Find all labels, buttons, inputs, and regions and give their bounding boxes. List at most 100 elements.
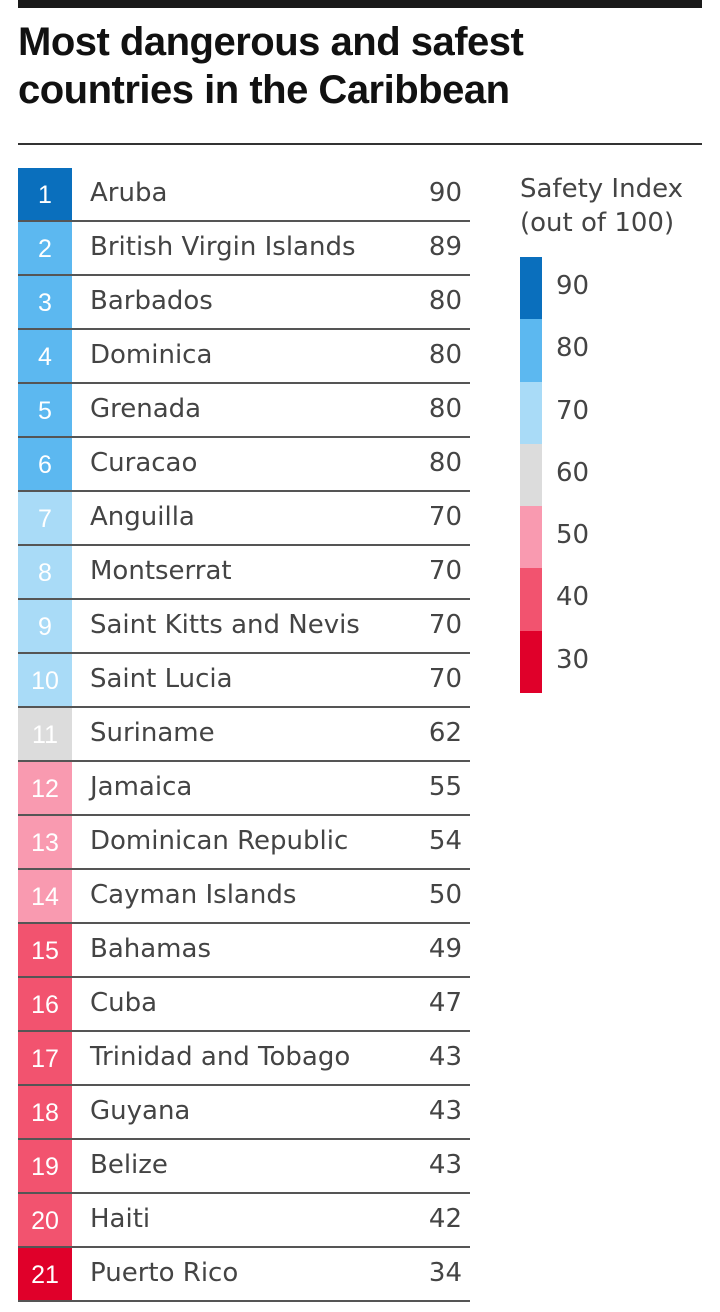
- legend-title: Safety Index (out of 100): [520, 172, 710, 240]
- legend-label-30: 30: [556, 644, 590, 675]
- table-row: 3 Barbados 80: [18, 276, 470, 330]
- rank-cell: 16: [18, 978, 72, 1032]
- table-row: 19 Belize 43: [18, 1140, 470, 1194]
- rank-cell: 10: [18, 654, 72, 708]
- row-divider: [18, 598, 470, 600]
- table-row: 8 Montserrat 70: [18, 546, 470, 600]
- table-row: 5 Grenada 80: [18, 384, 470, 438]
- country-name: Puerto Rico: [90, 1258, 239, 1288]
- table-row: 11 Suriname 62: [18, 708, 470, 762]
- rank-cell: 4: [18, 330, 72, 384]
- safety-value: 70: [428, 610, 462, 640]
- country-name: Jamaica: [90, 772, 193, 802]
- rank-cell: 5: [18, 384, 72, 438]
- row-divider: [18, 652, 470, 654]
- safety-value: 80: [428, 394, 462, 424]
- legend-label-50: 50: [556, 520, 590, 551]
- rank-cell: 9: [18, 600, 72, 654]
- row-divider: [18, 1138, 470, 1140]
- row-divider: [18, 328, 470, 330]
- country-name: Haiti: [90, 1204, 151, 1234]
- safety-value: 62: [428, 718, 462, 748]
- country-name: Suriname: [90, 718, 215, 748]
- country-name: Grenada: [90, 394, 202, 424]
- safety-value: 80: [428, 448, 462, 478]
- top-rule: [18, 0, 702, 8]
- safety-value: 50: [428, 880, 462, 910]
- title-line-2: countries in the Caribbean: [18, 68, 510, 112]
- table-row: 12 Jamaica 55: [18, 762, 470, 816]
- country-name: Cayman Islands: [90, 880, 297, 910]
- safety-value: 70: [428, 502, 462, 532]
- ranking-table: 1 Aruba 90 2 British Virgin Islands 89 3 Barbad…: [18, 168, 470, 1302]
- rank-cell: 11: [18, 708, 72, 762]
- safety-value: 80: [428, 286, 462, 316]
- rank-cell: 7: [18, 492, 72, 546]
- row-divider: [18, 274, 470, 276]
- table-row: 9 Saint Kitts and Nevis 70: [18, 600, 470, 654]
- legend-label-70: 70: [556, 395, 590, 426]
- legend-label-40: 40: [556, 582, 590, 613]
- safety-value: 70: [428, 556, 462, 586]
- rank-cell: 21: [18, 1248, 72, 1302]
- safety-value: 43: [428, 1042, 462, 1072]
- page-title: Most dangerous and safest countries in th…: [18, 18, 698, 114]
- safety-value: 70: [428, 664, 462, 694]
- table-row: 17 Trinidad and Tobago 43: [18, 1032, 470, 1086]
- table-row: 13 Dominican Republic 54: [18, 816, 470, 870]
- rank-cell: 18: [18, 1086, 72, 1140]
- table-row: 1 Aruba 90: [18, 168, 470, 222]
- table-row: 15 Bahamas 49: [18, 924, 470, 978]
- row-divider: [18, 382, 470, 384]
- row-divider: [18, 760, 470, 762]
- row-divider: [18, 868, 470, 870]
- rank-cell: 19: [18, 1140, 72, 1194]
- row-divider: [18, 436, 470, 438]
- country-name: Dominican Republic: [90, 826, 349, 856]
- row-divider: [18, 1030, 470, 1032]
- row-divider: [18, 1192, 470, 1194]
- safety-value: 43: [428, 1150, 462, 1180]
- safety-value: 34: [428, 1258, 462, 1288]
- title-line-1: Most dangerous and safest: [18, 20, 524, 64]
- country-name: Trinidad and Tobago: [90, 1042, 351, 1072]
- rank-cell: 6: [18, 438, 72, 492]
- row-divider: [18, 544, 470, 546]
- country-name: Montserrat: [90, 556, 232, 586]
- row-divider: [18, 814, 470, 816]
- row-divider: [18, 706, 470, 708]
- country-name: Aruba: [90, 178, 168, 208]
- table-row: 6 Curacao 80: [18, 438, 470, 492]
- country-name: Belize: [90, 1150, 168, 1180]
- safety-value: 80: [428, 340, 462, 370]
- rank-cell: 17: [18, 1032, 72, 1086]
- title-rule: [18, 143, 702, 145]
- rank-cell: 2: [18, 222, 72, 276]
- row-divider: [18, 1300, 470, 1302]
- table-row: 7 Anguilla 70: [18, 492, 470, 546]
- rank-cell: 20: [18, 1194, 72, 1248]
- rank-cell: 14: [18, 870, 72, 924]
- rank-cell: 3: [18, 276, 72, 330]
- country-name: Guyana: [90, 1096, 191, 1126]
- safety-value: 47: [428, 988, 462, 1018]
- row-divider: [18, 976, 470, 978]
- table-row: 16 Cuba 47: [18, 978, 470, 1032]
- safety-value: 54: [428, 826, 462, 856]
- country-name: Barbados: [90, 286, 213, 316]
- table-row: 4 Dominica 80: [18, 330, 470, 384]
- legend-label-60: 60: [556, 457, 590, 488]
- country-name: Dominica: [90, 340, 213, 370]
- country-name: Anguilla: [90, 502, 195, 532]
- legend-swatch-60: [520, 443, 542, 507]
- color-legend: 90 80 70 60 50 40 30: [520, 257, 660, 693]
- rank-cell: 13: [18, 816, 72, 870]
- country-name: Cuba: [90, 988, 158, 1018]
- table-row: 10 Saint Lucia 70: [18, 654, 470, 708]
- legend-swatch-80: [520, 319, 542, 382]
- rank-cell: 15: [18, 924, 72, 978]
- legend-swatch-40: [520, 568, 542, 631]
- row-divider: [18, 220, 470, 222]
- row-divider: [18, 922, 470, 924]
- rank-cell: 8: [18, 546, 72, 600]
